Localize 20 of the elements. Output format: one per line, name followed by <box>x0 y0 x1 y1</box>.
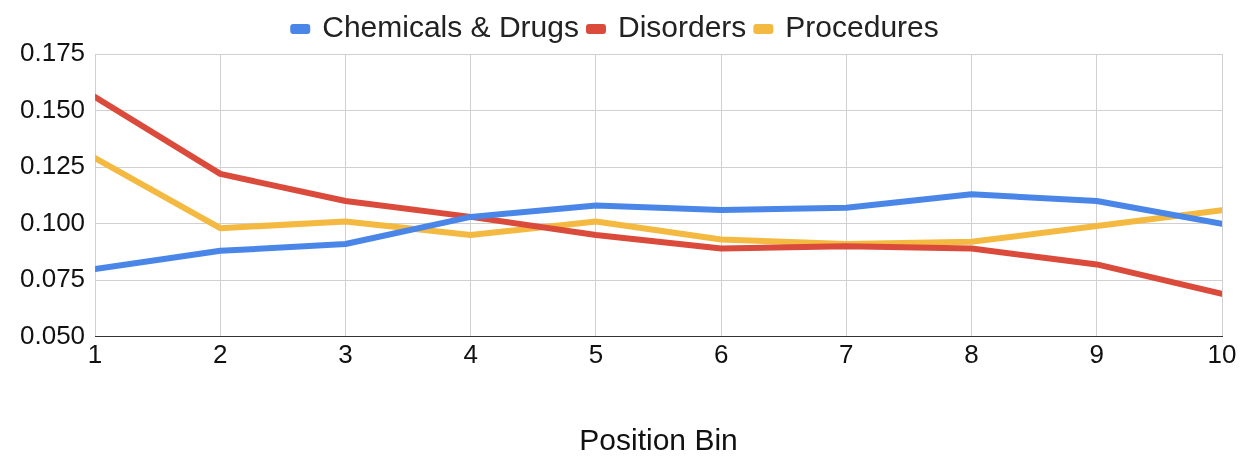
x-tick-label: 1 <box>87 338 103 369</box>
y-tick-label: 0.050 <box>19 319 86 350</box>
y-tick-label: 0.125 <box>19 150 86 181</box>
x-tick-label: 5 <box>588 338 604 369</box>
legend-label: Chemicals & Drugs <box>322 10 579 44</box>
x-tick-label: 10 <box>1207 338 1237 369</box>
y-tick-label: 0.075 <box>19 263 86 294</box>
x-axis-title: Position Bin <box>579 423 738 457</box>
legend-label: Procedures <box>785 10 939 44</box>
x-tick-label: 7 <box>839 338 854 369</box>
x-tick-label: 2 <box>213 338 228 369</box>
x-tick-label: 8 <box>964 338 979 369</box>
y-tick-label: 0.175 <box>19 37 86 68</box>
y-tick-label: 0.100 <box>19 206 86 237</box>
legend-label: Disorders <box>617 10 747 44</box>
x-tick-label: 6 <box>713 338 729 369</box>
x-tick-label: 9 <box>1089 338 1105 369</box>
y-tick-label: 0.150 <box>19 93 86 124</box>
x-tick-label: 3 <box>338 338 353 369</box>
x-tick-label: 4 <box>463 338 478 369</box>
